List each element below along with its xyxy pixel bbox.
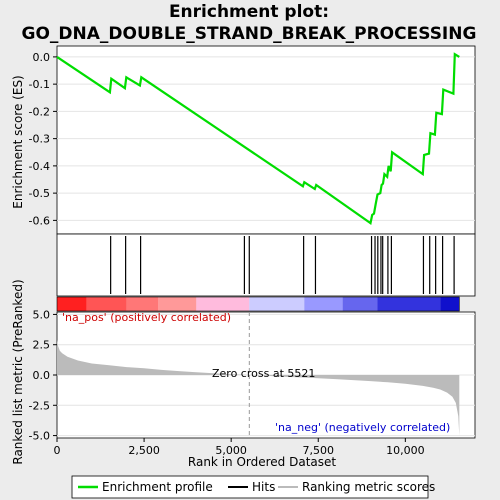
es-y-tick-label: -0.3	[29, 133, 50, 146]
zero-cross-label: Zero cross at 5521	[212, 367, 315, 380]
metric-y-tick-label: -2.5	[29, 399, 50, 412]
hit-marks	[110, 236, 455, 294]
x-ticks: 0 2,500 5,000 7,500 10,000	[54, 438, 425, 457]
es-y-tick-label: 0.0	[33, 51, 51, 64]
x-tick-label: 0	[54, 444, 61, 457]
metric-y-axis-label: Ranked list metric (PreRanked)	[11, 279, 25, 464]
metric-y-tick-label: 2.5	[33, 339, 51, 352]
color-bar-segment	[57, 297, 87, 311]
legend-box	[71, 475, 429, 499]
color-bar-segment	[304, 297, 343, 311]
color-bar-segment	[86, 297, 127, 311]
pos-correlated-label: 'na_pos' (positively correlated)	[62, 311, 231, 324]
rank-color-bar	[56, 296, 460, 312]
enrichment-profile-line	[56, 52, 460, 225]
legend-enrichment-label: Enrichment profile	[102, 480, 213, 494]
neg-correlated-label: 'na_neg' (negatively correlated)	[275, 421, 450, 434]
color-bar-segment	[196, 297, 250, 311]
chart-title-line2: GO_DNA_DOUBLE_STRAND_BREAK_PROCESSING	[22, 24, 477, 44]
es-y-tick-label: -0.2	[29, 105, 50, 118]
metric-y-tick-label: -5.0	[29, 430, 50, 443]
x-tick-label: 10,000	[386, 444, 425, 457]
metric-y-tick-label: 5.0	[33, 308, 51, 321]
metric-y-ticks: 5.0 2.5 0.0 -2.5 -5.0	[29, 308, 57, 443]
color-bar-segment	[126, 297, 159, 311]
x-tick-label: 7,500	[303, 444, 335, 457]
es-y-tick-label: -0.5	[29, 187, 50, 200]
es-y-ticks: 0.0 -0.1 -0.2 -0.3 -0.4 -0.5 -0.6	[29, 51, 57, 227]
es-y-tick-label: -0.4	[29, 160, 50, 173]
es-y-axis-label: Enrichment score (ES)	[11, 75, 25, 208]
x-tick-label: 2,500	[128, 444, 160, 457]
legend-hits-label: Hits	[252, 480, 275, 494]
es-gridlines	[57, 56, 475, 221]
color-bar-segment	[342, 297, 378, 311]
color-bar-segment	[249, 297, 305, 311]
es-y-tick-label: -0.1	[29, 78, 50, 91]
x-axis-label: Rank in Ordered Dataset	[188, 455, 336, 469]
es-plot-area	[56, 45, 476, 235]
color-bar-segment	[377, 297, 441, 311]
color-bar-frame	[56, 296, 460, 312]
hits-panel	[56, 233, 476, 297]
color-bar-segment	[440, 297, 460, 311]
es-y-tick-label: -0.6	[29, 214, 50, 227]
color-bar-segment	[158, 297, 197, 311]
x-tick-label: 5,000	[215, 444, 247, 457]
metric-y-tick-label: 0.0	[33, 369, 51, 382]
legend-ranking-label: Ranking metric scores	[302, 480, 435, 494]
chart-title-line1: Enrichment plot:	[169, 2, 329, 22]
